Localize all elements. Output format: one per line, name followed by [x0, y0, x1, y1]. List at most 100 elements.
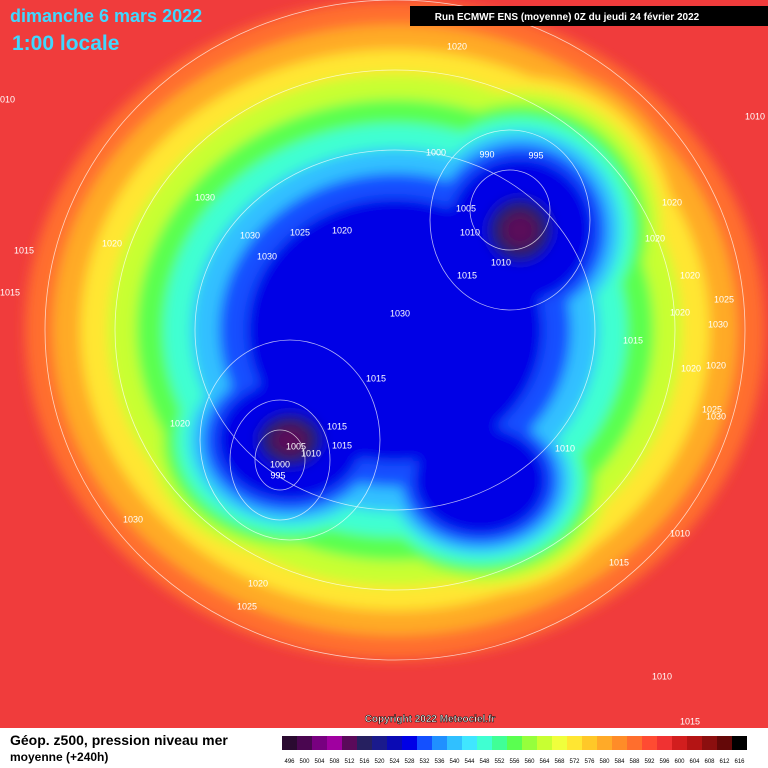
- scale-swatch: [462, 736, 477, 750]
- scale-label: 572: [569, 759, 580, 765]
- isobar-label: 1010: [555, 443, 575, 453]
- isobar-label: 1020: [645, 233, 665, 243]
- scale-label: 568: [554, 759, 565, 765]
- scale-swatch: [627, 736, 642, 750]
- scale-label: 520: [374, 759, 385, 765]
- isobar-label: 995: [270, 470, 285, 480]
- isobar-label: 1025: [702, 404, 722, 414]
- isobar-label: 1015: [332, 440, 352, 450]
- isobar: [229, 399, 331, 521]
- scale-label: 556: [509, 759, 520, 765]
- isobar-label: 1010: [745, 111, 765, 121]
- isobar-label: 1010: [670, 528, 690, 538]
- scale-label: 616: [734, 759, 745, 765]
- scale-swatch: [597, 736, 612, 750]
- isobar-label: 1000: [270, 459, 290, 469]
- scale-swatch: [687, 736, 702, 750]
- scale-label: 604: [689, 759, 700, 765]
- scale-swatch: [537, 736, 552, 750]
- scale-swatch: [402, 736, 417, 750]
- scale-label: 496: [284, 759, 295, 765]
- legend-title: Géop. z500, pression niveau mer: [10, 732, 228, 748]
- scale-swatch: [282, 736, 297, 750]
- scale-label: 580: [599, 759, 610, 765]
- isobar-label: 1020: [170, 418, 190, 428]
- isobar-label: 1015: [609, 557, 629, 567]
- isobar-label: 1015: [327, 421, 347, 431]
- isobar-label: 1010: [652, 671, 672, 681]
- scale-swatch: [417, 736, 432, 750]
- isobar-label: 1020: [670, 307, 690, 317]
- isobar-label: 1020: [447, 41, 467, 51]
- scale-swatch: [342, 736, 357, 750]
- isobar-label: 1030: [240, 230, 260, 240]
- isobar: [194, 149, 596, 511]
- scale-swatch: [477, 736, 492, 750]
- scale-swatch: [702, 736, 717, 750]
- isobar-label: 1005: [286, 441, 306, 451]
- scale-label: 508: [329, 759, 340, 765]
- isobar-label: 1020: [662, 197, 682, 207]
- field-contour: [414, 426, 546, 534]
- run-info: Run ECMWF ENS (moyenne) 0Z du jeudi 24 f…: [435, 12, 700, 23]
- scale-label: 592: [644, 759, 655, 765]
- scale-label: 548: [479, 759, 490, 765]
- isobar-labels: 1020 1010 1010 1000 990 995 1030 1005 1020 1020 10…: [0, 41, 765, 726]
- scale-label: 504: [314, 759, 325, 765]
- scale-swatch: [447, 736, 462, 750]
- isobar-label: 1030: [257, 251, 277, 261]
- scale-swatch: [522, 736, 537, 750]
- scale-label: 544: [464, 759, 475, 765]
- scale-label: 524: [389, 759, 400, 765]
- scale-label: 516: [359, 759, 370, 765]
- scale-label: 600: [674, 759, 685, 765]
- scale-label: 560: [524, 759, 535, 765]
- isobar-label: 1015: [623, 335, 643, 345]
- isobar-label: 1020: [332, 225, 352, 235]
- isobar-label: 1015: [14, 245, 34, 255]
- isobar-label: 1025: [714, 294, 734, 304]
- scale-label: 536: [434, 759, 445, 765]
- scale-label: 532: [419, 759, 430, 765]
- isobars: [44, 0, 746, 661]
- scale-label: 500: [299, 759, 310, 765]
- isobar: [254, 429, 306, 491]
- geopotential-field: [25, 0, 765, 660]
- isobar-label: 1020: [680, 270, 700, 280]
- scale-label: 564: [539, 759, 550, 765]
- scale-swatch: [567, 736, 582, 750]
- isobar-label: 1030: [708, 319, 728, 329]
- isobar-label: 1025: [290, 227, 310, 237]
- isobar-label: 1020: [681, 363, 701, 373]
- date-title: dimanche 6 mars 2022: [10, 6, 202, 26]
- color-scale: 496 500 504 508 512 516 520 524 528 532 536 540 544 5…: [282, 736, 747, 765]
- scale-label: 588: [629, 759, 640, 765]
- isobar: [44, 0, 746, 661]
- isobar-label: 1020: [248, 578, 268, 588]
- isobar-label: 1010: [301, 448, 321, 458]
- scale-swatch: [582, 736, 597, 750]
- scale-label: 584: [614, 759, 625, 765]
- isobar: [429, 129, 591, 311]
- scale-swatch: [387, 736, 402, 750]
- scale-swatch: [357, 736, 372, 750]
- time-title: 1:00 locale: [12, 32, 119, 55]
- isobar-label: 1010: [0, 94, 15, 104]
- scale-label: 552: [494, 759, 505, 765]
- isobar-label: 1000: [426, 147, 446, 157]
- scale-swatch: [657, 736, 672, 750]
- scale-swatch: [312, 736, 327, 750]
- isobar-label: 1015: [366, 373, 386, 383]
- scale-swatch: [432, 736, 447, 750]
- run-box: [410, 6, 768, 26]
- isobar-label: 1025: [237, 601, 257, 611]
- field-contour: [272, 425, 308, 455]
- scale-label: 596: [659, 759, 670, 765]
- isobar-label: 1020: [102, 238, 122, 248]
- isobar-label: 1015: [680, 716, 700, 726]
- isobar-label: 1030: [390, 308, 410, 318]
- field-contour: [502, 212, 538, 248]
- scale-swatch: [612, 736, 627, 750]
- isobar-label: 1020: [706, 360, 726, 370]
